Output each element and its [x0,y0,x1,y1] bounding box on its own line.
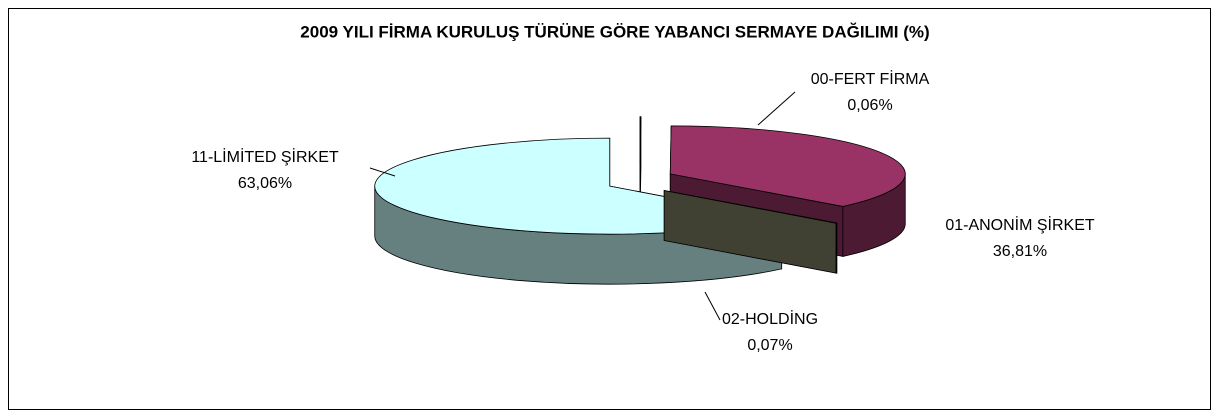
leader-line [369,167,396,177]
slice-value-label: 36,81% [993,243,1047,260]
slice-label: 11-LİMİTED ŞİRKET [191,147,339,166]
slice-value-label: 0,07% [747,337,792,354]
chart-title: 2009 YILI FİRMA KURULUŞ TÜRÜNE GÖRE YABA… [300,22,929,41]
slice-top [664,190,837,224]
slice-value-label: 0,06% [847,97,892,114]
leader-line [704,291,721,321]
slice-label: 01-ANONİM ŞİRKET [945,215,1095,234]
leader-line [757,91,796,126]
slice-value-label: 63,06% [238,175,292,192]
slice-label: 02-HOLDİNG [722,309,818,328]
slice-label: 00-FERT FİRMA [811,69,930,88]
slice-top [669,125,906,207]
slice-top [639,116,642,165]
pie-slice [663,189,838,274]
slice-wall [835,222,838,274]
